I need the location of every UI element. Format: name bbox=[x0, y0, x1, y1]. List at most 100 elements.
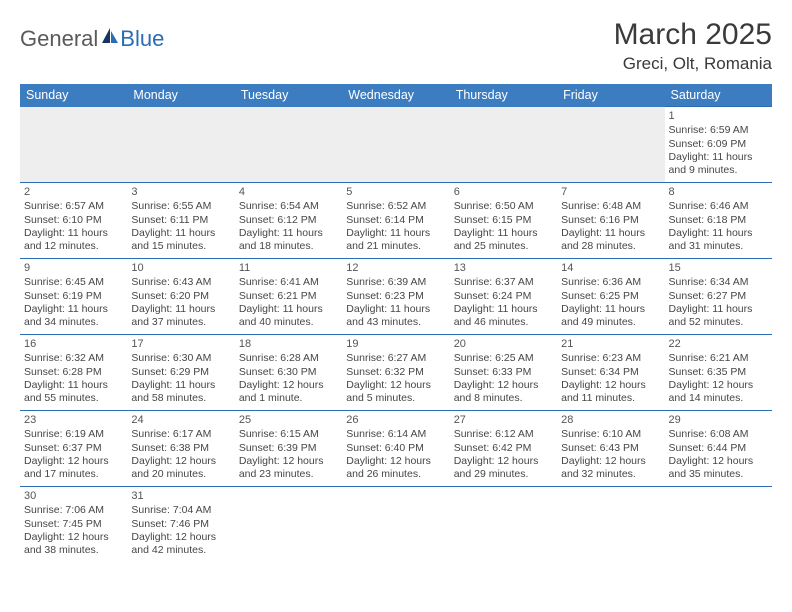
calendar-cell: 17Sunrise: 6:30 AMSunset: 6:29 PMDayligh… bbox=[127, 335, 234, 411]
daylight-line: and 8 minutes. bbox=[454, 392, 553, 405]
sunrise-line: Sunrise: 6:34 AM bbox=[669, 276, 768, 289]
daylight-line: and 42 minutes. bbox=[131, 544, 230, 557]
calendar-week: 2Sunrise: 6:57 AMSunset: 6:10 PMDaylight… bbox=[20, 183, 772, 259]
weekday-header: Tuesday bbox=[235, 84, 342, 107]
month-title: March 2025 bbox=[614, 18, 772, 52]
sunrise-line: Sunrise: 6:39 AM bbox=[346, 276, 445, 289]
sunset-line: Sunset: 6:16 PM bbox=[561, 214, 660, 227]
daylight-line: and 49 minutes. bbox=[561, 316, 660, 329]
sunrise-line: Sunrise: 6:54 AM bbox=[239, 200, 338, 213]
daylight-line: Daylight: 11 hours bbox=[454, 303, 553, 316]
sunrise-line: Sunrise: 6:41 AM bbox=[239, 276, 338, 289]
header: General Blue March 2025 Greci, Olt, Roma… bbox=[20, 18, 772, 74]
daylight-line: Daylight: 12 hours bbox=[346, 455, 445, 468]
day-number: 18 bbox=[239, 337, 338, 351]
daylight-line: Daylight: 12 hours bbox=[239, 455, 338, 468]
calendar-cell bbox=[557, 487, 664, 563]
sunrise-line: Sunrise: 6:46 AM bbox=[669, 200, 768, 213]
calendar-cell: 27Sunrise: 6:12 AMSunset: 6:42 PMDayligh… bbox=[450, 411, 557, 487]
day-number: 15 bbox=[669, 261, 768, 275]
daylight-line: and 25 minutes. bbox=[454, 240, 553, 253]
sunrise-line: Sunrise: 6:19 AM bbox=[24, 428, 123, 441]
weekday-header: Friday bbox=[557, 84, 664, 107]
day-number: 21 bbox=[561, 337, 660, 351]
sunrise-line: Sunrise: 6:21 AM bbox=[669, 352, 768, 365]
sunrise-line: Sunrise: 6:27 AM bbox=[346, 352, 445, 365]
day-number: 29 bbox=[669, 413, 768, 427]
calendar-cell: 10Sunrise: 6:43 AMSunset: 6:20 PMDayligh… bbox=[127, 259, 234, 335]
calendar-cell: 13Sunrise: 6:37 AMSunset: 6:24 PMDayligh… bbox=[450, 259, 557, 335]
calendar-cell: 21Sunrise: 6:23 AMSunset: 6:34 PMDayligh… bbox=[557, 335, 664, 411]
sunrise-line: Sunrise: 6:55 AM bbox=[131, 200, 230, 213]
daylight-line: and 31 minutes. bbox=[669, 240, 768, 253]
sunrise-line: Sunrise: 6:50 AM bbox=[454, 200, 553, 213]
day-number: 10 bbox=[131, 261, 230, 275]
day-number: 19 bbox=[346, 337, 445, 351]
sail-icon bbox=[100, 26, 120, 52]
sunset-line: Sunset: 6:43 PM bbox=[561, 442, 660, 455]
calendar-cell: 6Sunrise: 6:50 AMSunset: 6:15 PMDaylight… bbox=[450, 183, 557, 259]
daylight-line: Daylight: 12 hours bbox=[561, 379, 660, 392]
location: Greci, Olt, Romania bbox=[614, 54, 772, 74]
daylight-line: and 46 minutes. bbox=[454, 316, 553, 329]
daylight-line: Daylight: 11 hours bbox=[131, 379, 230, 392]
daylight-line: and 15 minutes. bbox=[131, 240, 230, 253]
daylight-line: Daylight: 12 hours bbox=[346, 379, 445, 392]
calendar-cell bbox=[450, 107, 557, 183]
sunrise-line: Sunrise: 6:59 AM bbox=[669, 124, 768, 137]
calendar-cell: 9Sunrise: 6:45 AMSunset: 6:19 PMDaylight… bbox=[20, 259, 127, 335]
sunset-line: Sunset: 6:12 PM bbox=[239, 214, 338, 227]
daylight-line: Daylight: 12 hours bbox=[131, 455, 230, 468]
sunrise-line: Sunrise: 6:32 AM bbox=[24, 352, 123, 365]
calendar-cell bbox=[665, 487, 772, 563]
calendar-cell: 1Sunrise: 6:59 AMSunset: 6:09 PMDaylight… bbox=[665, 107, 772, 183]
daylight-line: and 9 minutes. bbox=[669, 164, 768, 177]
calendar-cell bbox=[127, 107, 234, 183]
calendar-cell: 15Sunrise: 6:34 AMSunset: 6:27 PMDayligh… bbox=[665, 259, 772, 335]
daylight-line: Daylight: 11 hours bbox=[24, 303, 123, 316]
calendar-cell bbox=[235, 487, 342, 563]
sunset-line: Sunset: 6:15 PM bbox=[454, 214, 553, 227]
calendar-cell: 3Sunrise: 6:55 AMSunset: 6:11 PMDaylight… bbox=[127, 183, 234, 259]
calendar-week: 16Sunrise: 6:32 AMSunset: 6:28 PMDayligh… bbox=[20, 335, 772, 411]
weekday-header: Monday bbox=[127, 84, 234, 107]
calendar-body: 1Sunrise: 6:59 AMSunset: 6:09 PMDaylight… bbox=[20, 107, 772, 563]
day-number: 1 bbox=[669, 109, 768, 123]
daylight-line: and 23 minutes. bbox=[239, 468, 338, 481]
sunrise-line: Sunrise: 6:45 AM bbox=[24, 276, 123, 289]
sunset-line: Sunset: 6:20 PM bbox=[131, 290, 230, 303]
daylight-line: Daylight: 12 hours bbox=[24, 455, 123, 468]
sunrise-line: Sunrise: 6:12 AM bbox=[454, 428, 553, 441]
calendar-week: 9Sunrise: 6:45 AMSunset: 6:19 PMDaylight… bbox=[20, 259, 772, 335]
day-number: 6 bbox=[454, 185, 553, 199]
day-number: 24 bbox=[131, 413, 230, 427]
calendar-cell bbox=[557, 107, 664, 183]
calendar-cell: 19Sunrise: 6:27 AMSunset: 6:32 PMDayligh… bbox=[342, 335, 449, 411]
day-number: 27 bbox=[454, 413, 553, 427]
day-number: 7 bbox=[561, 185, 660, 199]
daylight-line: Daylight: 11 hours bbox=[454, 227, 553, 240]
sunrise-line: Sunrise: 6:57 AM bbox=[24, 200, 123, 213]
sunset-line: Sunset: 6:14 PM bbox=[346, 214, 445, 227]
daylight-line: and 18 minutes. bbox=[239, 240, 338, 253]
weekday-header: Wednesday bbox=[342, 84, 449, 107]
calendar-table: SundayMondayTuesdayWednesdayThursdayFrid… bbox=[20, 84, 772, 563]
daylight-line: Daylight: 11 hours bbox=[131, 227, 230, 240]
daylight-line: and 1 minute. bbox=[239, 392, 338, 405]
calendar-cell bbox=[450, 487, 557, 563]
day-number: 20 bbox=[454, 337, 553, 351]
sunset-line: Sunset: 6:25 PM bbox=[561, 290, 660, 303]
day-number: 8 bbox=[669, 185, 768, 199]
daylight-line: Daylight: 12 hours bbox=[454, 379, 553, 392]
daylight-line: and 17 minutes. bbox=[24, 468, 123, 481]
daylight-line: and 58 minutes. bbox=[131, 392, 230, 405]
sunrise-line: Sunrise: 6:36 AM bbox=[561, 276, 660, 289]
day-number: 28 bbox=[561, 413, 660, 427]
sunrise-line: Sunrise: 6:52 AM bbox=[346, 200, 445, 213]
sunset-line: Sunset: 6:35 PM bbox=[669, 366, 768, 379]
daylight-line: Daylight: 12 hours bbox=[24, 531, 123, 544]
calendar-cell: 8Sunrise: 6:46 AMSunset: 6:18 PMDaylight… bbox=[665, 183, 772, 259]
day-number: 4 bbox=[239, 185, 338, 199]
daylight-line: Daylight: 11 hours bbox=[669, 303, 768, 316]
sunrise-line: Sunrise: 7:04 AM bbox=[131, 504, 230, 517]
